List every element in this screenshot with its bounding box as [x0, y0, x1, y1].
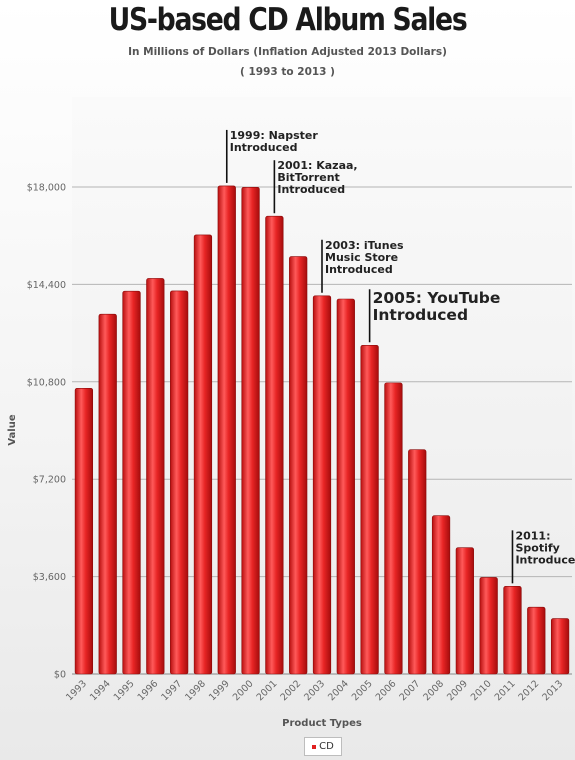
annotation-1999: 1999: Napster Introduced — [230, 129, 319, 154]
annotation-2001: 2001: Kazaa, BitTorrent Introduced — [277, 159, 357, 196]
x-tick-label: 2000 — [231, 678, 256, 703]
bar-2007[interactable] — [408, 449, 427, 675]
bar-2005[interactable] — [360, 344, 379, 675]
annotation-2011: 2011:SpotifyIntroduced — [515, 529, 575, 566]
bar-chart: 1999: Napster Introduced 2001: Kazaa, BitTo… — [7, 97, 575, 729]
x-tick-label: 1994 — [88, 678, 113, 703]
legend[interactable]: CD — [304, 737, 342, 756]
x-tick-label: 2008 — [421, 678, 446, 703]
bar-1997[interactable] — [170, 290, 189, 675]
x-tick-label: 1998 — [183, 678, 208, 703]
x-tick-label: 2011 — [493, 678, 518, 703]
bar-2004[interactable] — [336, 298, 355, 675]
x-tick-label: 1996 — [136, 678, 161, 703]
bar-1995[interactable] — [122, 290, 141, 675]
bar-2008[interactable] — [431, 515, 451, 675]
bar-2010[interactable] — [479, 577, 498, 675]
x-tick-label: 1999 — [207, 678, 232, 703]
y-tick-label: $18,000 — [27, 183, 66, 194]
bar-2011[interactable] — [503, 586, 522, 675]
bar-1996[interactable] — [146, 278, 165, 675]
x-tick-label: 2007 — [397, 678, 422, 703]
bar-2001[interactable] — [265, 215, 284, 675]
bar-1994[interactable] — [98, 313, 117, 675]
x-tick-label: 2009 — [445, 678, 470, 703]
bar-2000[interactable] — [241, 186, 260, 675]
x-tick-label: 2001 — [255, 678, 280, 703]
annotation-2005: 2005: YouTube Introduced — [373, 289, 501, 324]
bar-2013[interactable] — [550, 618, 570, 675]
x-tick-label: 1993 — [64, 678, 89, 703]
bar-2012[interactable] — [527, 606, 546, 675]
x-tick-label: 2004 — [326, 678, 351, 703]
legend-label: CD — [319, 741, 334, 752]
x-tick-label: 1995 — [112, 678, 137, 703]
y-tick-label: $0 — [54, 670, 66, 681]
bar-1998[interactable] — [193, 234, 213, 675]
chart-subtitle: In Millions of Dollars (Inflation Adjust… — [128, 46, 447, 58]
y-axis-label: Value — [7, 414, 18, 445]
x-tick-label: 2012 — [517, 678, 542, 703]
y-tick-label: $7,200 — [33, 475, 66, 486]
x-tick-label: 1997 — [159, 678, 184, 703]
chart-date-range: ( 1993 to 2013 ) — [240, 66, 335, 78]
bar-1999[interactable] — [217, 185, 236, 675]
y-tick-label: $10,800 — [27, 377, 66, 388]
x-axis-label: Product Types — [282, 718, 362, 729]
chart-title: US-based CD Album Sales — [108, 2, 468, 38]
x-tick-label: 2006 — [374, 678, 399, 703]
y-tick-label: $14,400 — [27, 280, 66, 291]
y-tick-label: $3,600 — [33, 572, 66, 583]
bar-2009[interactable] — [455, 547, 474, 675]
x-tick-label: 2003 — [302, 678, 327, 703]
bar-2006[interactable] — [384, 382, 403, 675]
x-tick-label: 2010 — [469, 678, 494, 703]
bar-2002[interactable] — [289, 256, 308, 675]
legend-swatch — [312, 744, 317, 749]
bar-2003[interactable] — [312, 295, 332, 675]
x-tick-label: 2013 — [540, 678, 565, 703]
x-tick-label: 2005 — [350, 678, 375, 703]
annotation-2003: 2003: iTunes Music Store Introduced — [325, 239, 404, 276]
bar-1993[interactable] — [74, 387, 94, 675]
x-tick-label: 2002 — [278, 678, 303, 703]
